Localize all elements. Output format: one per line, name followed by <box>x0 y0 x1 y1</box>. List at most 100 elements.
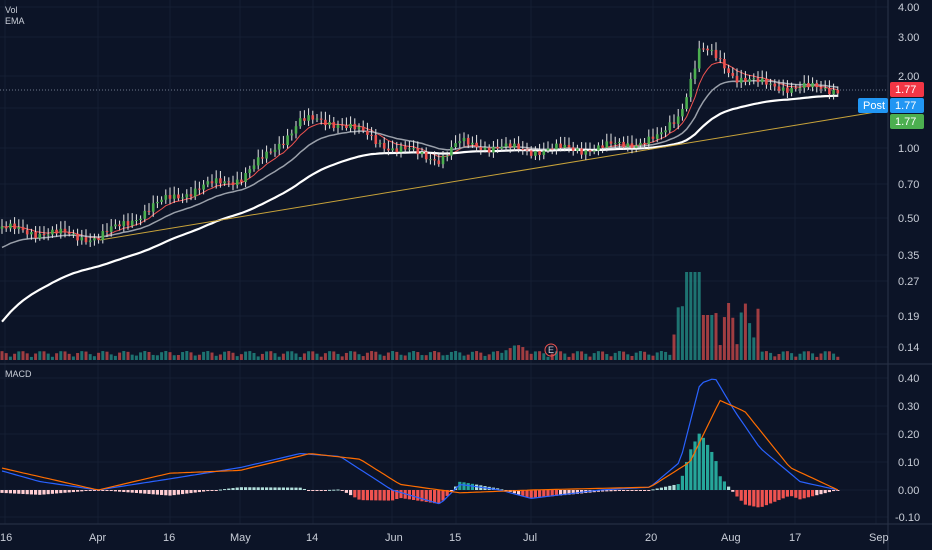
macd-histogram-bar <box>781 490 785 499</box>
volume-bar <box>764 351 768 360</box>
macd-histogram-bar <box>160 490 164 495</box>
volume-bar <box>113 355 117 360</box>
macd-tick: 0.20 <box>898 429 919 441</box>
candle-body <box>63 228 67 233</box>
volume-bar <box>118 352 122 360</box>
volume-bar <box>370 351 374 360</box>
volume-bar <box>601 351 605 360</box>
candle-body <box>828 88 831 95</box>
macd-histogram-bar <box>349 490 353 496</box>
candle-body <box>164 195 168 200</box>
candle-body <box>114 224 117 227</box>
candle-body <box>97 238 100 241</box>
macd-histogram-bar <box>500 489 504 491</box>
macd-axis[interactable]: 0.40 0.30 0.20 0.10 0.00 -0.10 <box>895 373 920 524</box>
macd-histogram-bar <box>701 437 705 490</box>
candle-body <box>802 83 806 88</box>
volume-bar <box>634 352 638 360</box>
volume-bar <box>441 355 445 360</box>
candle-body <box>773 83 777 87</box>
candle-body <box>567 144 571 148</box>
candle-body <box>172 194 176 199</box>
candle-body <box>563 144 567 148</box>
macd-histogram-bar <box>302 488 306 490</box>
volume-bar <box>147 351 151 360</box>
volume-bar <box>130 354 134 360</box>
volume-bar <box>689 272 693 360</box>
macd-histogram-bar <box>538 490 542 498</box>
macd-histogram-bar <box>101 490 105 491</box>
earnings-marker[interactable]: E <box>544 343 558 357</box>
volume-bar <box>664 351 668 360</box>
candle-body <box>160 199 163 202</box>
candle-body <box>504 143 508 147</box>
volume-bar <box>357 354 361 360</box>
volume-bar <box>281 353 285 360</box>
macd-histogram-bar <box>307 490 311 491</box>
macd-histogram-bar <box>743 490 747 505</box>
candle-body <box>664 130 667 133</box>
candle-body <box>248 169 252 174</box>
macd-histogram-bar <box>739 490 743 501</box>
candle-body <box>345 125 348 128</box>
macd-histogram-bar <box>214 490 218 491</box>
candle-body <box>34 232 37 239</box>
candle-body <box>466 137 470 145</box>
time-tick: Jun <box>385 532 403 544</box>
volume-bar <box>647 354 651 360</box>
macd-tick: 0.30 <box>898 401 919 413</box>
macd-histogram-bar <box>332 489 336 491</box>
candle-body <box>433 159 436 161</box>
volume-bar <box>185 351 189 360</box>
macd-histogram-bar <box>206 490 210 492</box>
volume-bar <box>466 354 470 360</box>
volume-bar <box>685 272 689 360</box>
volume-bar <box>785 351 789 360</box>
candle-body <box>353 123 357 130</box>
volume-bar <box>126 351 130 360</box>
candle-body <box>546 148 550 151</box>
macd-histogram-bar <box>42 490 46 495</box>
volume-bar <box>571 353 575 360</box>
candle-body <box>122 221 126 227</box>
volume-bar <box>836 356 840 360</box>
candle-body <box>147 210 151 212</box>
macd-histogram-bar <box>353 490 357 498</box>
volume-bar <box>638 351 642 360</box>
volume-bars <box>0 272 840 360</box>
volume-bar <box>491 351 495 360</box>
volume-bar <box>235 356 239 360</box>
price-axis[interactable]: 4.00 3.00 2.00 1.50 1.00 0.70 0.50 0.35 … <box>898 2 919 354</box>
volume-bar <box>748 323 752 360</box>
macd-histogram-bar <box>181 490 185 495</box>
candle-body <box>588 150 592 152</box>
candle-body <box>185 194 189 198</box>
price-tick: 1.00 <box>898 143 919 155</box>
volume-bar <box>794 356 798 360</box>
candle-body <box>387 148 390 151</box>
volume-bar <box>252 352 256 360</box>
candle-body <box>235 179 239 186</box>
candle-body <box>559 143 562 148</box>
trendline[interactable] <box>99 109 889 241</box>
macd-histogram-bar <box>176 490 180 495</box>
candle-body <box>723 58 726 69</box>
macd-histogram-bar <box>760 490 764 507</box>
candle-body <box>542 150 546 155</box>
earnings-marker-label: E <box>548 345 554 355</box>
candle-body <box>605 141 609 148</box>
macd-histogram-bar <box>25 490 29 495</box>
macd-histogram-bar <box>328 489 332 491</box>
macd-histogram-bar <box>256 487 260 490</box>
macd-histogram-bar <box>773 490 777 502</box>
macd-histogram-bar <box>517 490 521 495</box>
candle-body <box>105 231 109 233</box>
candle-body <box>324 119 327 126</box>
time-axis[interactable]: 16 Apr 16 May 14 Jun 15 Jul 20 Aug 17 Se… <box>0 532 889 544</box>
macd-histogram-bar <box>67 490 71 493</box>
candle-body <box>693 68 697 79</box>
macd-tick: 0.10 <box>898 457 919 469</box>
candle-body <box>760 78 764 83</box>
candle-body <box>361 126 365 131</box>
